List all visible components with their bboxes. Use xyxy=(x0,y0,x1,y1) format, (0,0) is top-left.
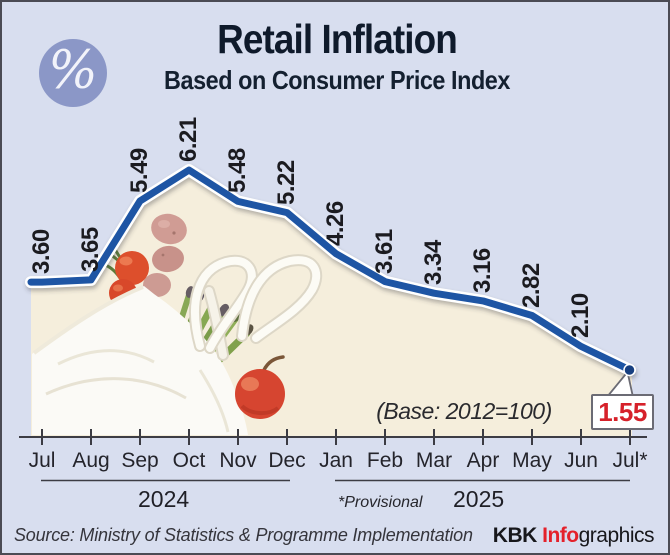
highlight-value: 1.55 xyxy=(598,396,647,427)
source-note: Source: Ministry of Statistics & Program… xyxy=(14,525,473,545)
month-label-Sep: Sep xyxy=(121,449,159,472)
month-label-Jun: Jun xyxy=(564,449,598,472)
groceries-photo xyxy=(32,213,323,435)
credit-graphics: graphics xyxy=(578,524,655,547)
year-label-2025: 2025 xyxy=(453,486,505,512)
year-label-2024: 2024 xyxy=(138,486,190,512)
month-label-Oct: Oct xyxy=(172,449,206,472)
month-label-Feb: Feb xyxy=(366,449,404,472)
month-label-Dec: Dec xyxy=(268,449,306,472)
month-label-Jan: Jan xyxy=(319,449,353,472)
percent-icon: % xyxy=(39,39,107,107)
x-axis xyxy=(19,429,647,482)
page-title: Retail Inflation xyxy=(217,16,458,62)
inflation-line xyxy=(25,164,637,379)
apple-illustration xyxy=(235,355,285,419)
credit-kbk: KBK xyxy=(492,524,543,547)
month-label-Jul: Jul xyxy=(28,449,56,472)
tote-bag-illustration xyxy=(32,286,248,435)
month-label-May: May xyxy=(512,449,552,472)
credit-info: Info xyxy=(542,524,579,547)
month-label-Nov: Nov xyxy=(219,449,257,472)
header: Retail Inflation Based on Consumer Price… xyxy=(2,2,668,96)
page-subtitle: Based on Consumer Price Index xyxy=(164,65,510,95)
month-label-Aug: Aug xyxy=(72,449,110,472)
line-stroke xyxy=(27,166,634,374)
month-label-Jul: Jul* xyxy=(612,449,648,472)
month-label-Apr: Apr xyxy=(466,449,500,472)
bag-handles-illustration xyxy=(189,254,323,361)
month-label-Mar: Mar xyxy=(415,449,453,472)
base-note: (Base: 2012=100) xyxy=(376,398,552,424)
percent-glyph: % xyxy=(48,41,98,101)
line-end-dot xyxy=(623,363,636,377)
highlight-callout: 1.55 xyxy=(591,394,654,430)
credit-logo: KBK Infographics xyxy=(492,524,655,548)
provisional-note: *Provisional xyxy=(338,494,423,511)
